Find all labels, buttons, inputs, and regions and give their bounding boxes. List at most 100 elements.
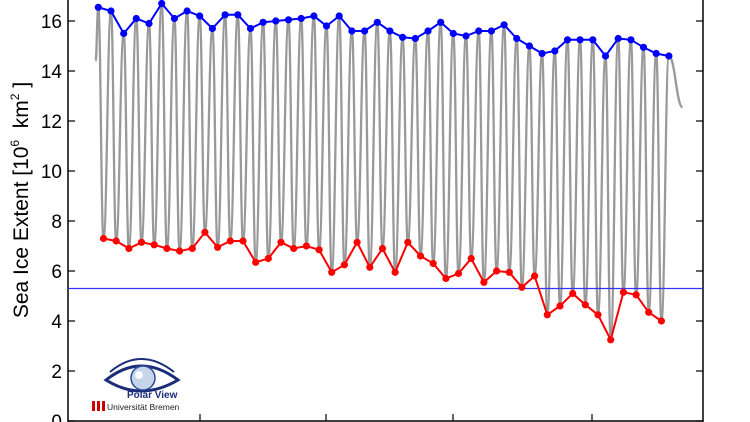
max-point (475, 27, 483, 35)
max-point (652, 49, 660, 58)
max-point (221, 11, 229, 19)
max-point (487, 27, 495, 35)
min-point (378, 244, 387, 253)
max-point (589, 36, 597, 44)
min-point (531, 272, 539, 280)
max-point (132, 14, 140, 23)
max-series (94, 0, 673, 60)
min-point (353, 238, 361, 246)
max-point (639, 43, 648, 51)
min-point (176, 247, 184, 255)
max-point (94, 3, 102, 11)
min-point (239, 237, 247, 245)
max-point (158, 0, 166, 8)
min-point (264, 254, 272, 263)
min-point (290, 244, 298, 253)
y-tick-label: 12 (41, 112, 62, 133)
min-point (518, 283, 526, 291)
max-point (500, 21, 508, 29)
max-point (310, 12, 318, 20)
max-point (627, 36, 635, 44)
max-point (437, 18, 445, 26)
min-point (328, 268, 336, 276)
max-point (373, 18, 381, 26)
min-point (150, 241, 158, 249)
min-point (302, 242, 310, 250)
min-point (391, 268, 399, 276)
axes: 0 2 4 6 8 10 12 14 16 (41, 0, 704, 422)
max-point (208, 24, 216, 33)
min-point (645, 308, 653, 316)
logo-name: Polar View (127, 390, 178, 401)
min-point (619, 288, 628, 296)
min-point (163, 244, 171, 253)
y-tick-label: 8 (51, 212, 62, 233)
eye-icon (103, 364, 181, 393)
min-point (252, 258, 260, 266)
max-point (601, 52, 610, 60)
max-point (424, 27, 432, 35)
y-tick-label: 6 (51, 262, 62, 283)
min-point (416, 252, 425, 260)
min-point (657, 317, 666, 325)
max-point (322, 22, 331, 30)
min-point (340, 261, 348, 269)
max-point (348, 27, 356, 35)
max-point (284, 16, 293, 24)
y-tick-label: 2 (51, 362, 62, 383)
bremen-logo-icon (92, 401, 105, 411)
min-point (607, 336, 615, 344)
max-point (386, 27, 394, 35)
max-point (563, 36, 572, 44)
min-point (505, 268, 513, 276)
min-point (277, 238, 285, 246)
max-point (170, 14, 178, 23)
y-axis-title: Sea Ice Extent [106 km2 ] (8, 82, 33, 318)
max-point (551, 47, 559, 55)
logo-institution: Universität Bremen (107, 402, 180, 412)
min-point (404, 238, 412, 246)
min-point (493, 267, 501, 275)
min-point (632, 291, 640, 299)
min-point (454, 269, 463, 278)
max-point (399, 33, 407, 41)
max-point (361, 27, 369, 35)
max-point (272, 17, 280, 25)
monthly-cycle-line (94, 2, 684, 341)
min-point (214, 243, 222, 251)
min-point (581, 301, 589, 309)
min-point (366, 263, 374, 271)
max-point (335, 12, 343, 20)
max-point (525, 42, 534, 50)
min-point (429, 259, 437, 268)
min-point (99, 234, 108, 243)
min-point (543, 311, 551, 319)
min-point (480, 278, 488, 286)
min-point (188, 244, 196, 253)
max-point (449, 29, 457, 38)
min-series (99, 228, 666, 344)
max-point (183, 7, 191, 15)
max-point (145, 19, 153, 28)
y-tick-label: 16 (41, 12, 62, 33)
polar-view-logo: Polar View Universität Bremen (92, 358, 181, 412)
max-point (411, 34, 419, 43)
max-point (538, 49, 546, 58)
max-point (462, 32, 470, 40)
max-line (98, 1, 670, 58)
y-tick-label: 10 (41, 162, 62, 183)
y-tick-label: 0 (51, 412, 62, 422)
min-point (125, 244, 133, 253)
min-point (569, 289, 577, 298)
max-point (259, 18, 267, 26)
min-point (467, 254, 475, 263)
max-point (196, 12, 204, 20)
min-point (315, 246, 323, 254)
max-point (234, 11, 242, 19)
min-point (556, 302, 564, 310)
max-point (665, 52, 673, 60)
min-point (442, 274, 450, 283)
monthly-cycle-path (94, 2, 684, 341)
min-point (201, 228, 209, 236)
